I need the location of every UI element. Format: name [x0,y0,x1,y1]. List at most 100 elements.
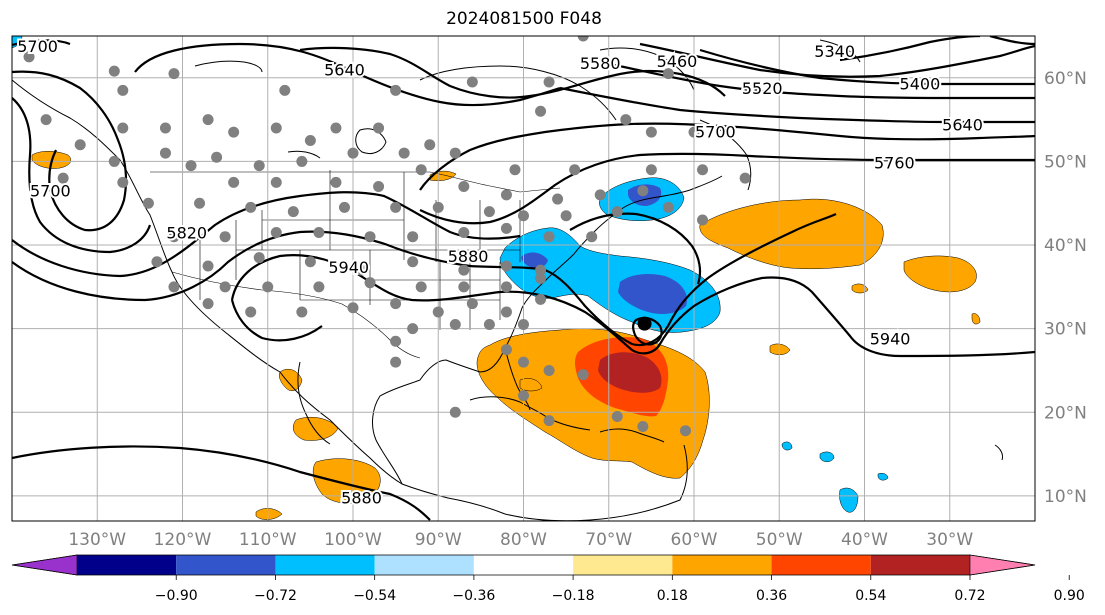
colorbar-tick-label: −0.72 [254,588,297,604]
lon-label: 70°W [585,530,632,550]
contour-5760-loop [569,212,702,285]
station-dot [254,22,265,33]
anomaly-fill-strong-positive [598,352,662,393]
contour-5580 [299,46,726,99]
lon-label: 50°W [756,530,803,550]
station-dot [458,227,470,239]
station-dot [535,264,547,276]
station-dot [117,84,129,96]
lat-label: 10°N [1044,487,1087,507]
contour-label: 5760 [874,153,915,172]
lon-label: 110°W [239,530,297,550]
station-dot [509,164,521,176]
station-dot [535,293,547,305]
anomaly-fill-positive [293,417,339,441]
contour-label: 5460 [657,52,698,71]
station-dot [432,201,444,213]
anomaly-fill-moderate-negative [618,274,688,314]
station-dot [637,421,649,433]
contour-5880-south [12,445,431,521]
station-dot [407,323,419,335]
anomaly-fill-positive [903,255,977,293]
station-dot [202,260,214,272]
station-dot [483,318,495,330]
station-markers [23,22,751,437]
colorbar-segment [275,555,375,575]
contour-5940-center-loop [632,316,663,346]
station-dot [142,197,154,209]
station-dot [466,298,478,310]
station-dot [543,364,555,376]
longitude-labels: 130°W 120°W 110°W 100°W 90°W 80°W 70°W 60°W 50°W… [68,530,973,550]
station-dot [500,281,512,293]
station-dot [117,122,129,134]
station-dot [586,231,598,243]
station-dot [74,139,86,151]
station-dot [432,306,444,318]
contour-5700-west [12,39,128,232]
station-dot [611,410,623,422]
station-dot [407,231,419,243]
station-dot [270,227,282,239]
station-dot [168,231,180,243]
colorbar-segment [672,555,772,575]
station-dot [543,415,555,427]
station-dot [518,318,529,330]
station-dot [500,222,512,234]
station-dot [535,273,547,284]
station-dot [202,298,214,310]
station-dot [262,281,274,293]
lon-label: 120°W [154,530,212,550]
lon-label: 100°W [324,530,382,550]
station-dot [365,22,376,33]
colorbar-tick-label: 0.90 [1054,588,1085,604]
colorbar-segment [77,555,177,575]
station-dot [313,281,325,293]
anomaly-fill-negative [781,441,793,451]
station-dot [108,155,120,167]
anomaly-fill-positive [769,343,791,355]
station-dot [611,206,623,218]
anomaly-fill-negative [839,487,859,513]
station-dot [697,214,709,226]
station-dot [287,206,299,218]
station-dot [151,256,163,268]
station-dot [356,264,368,276]
station-dot [390,335,402,347]
station-dot [449,147,461,159]
station-dot [347,147,359,159]
station-dot [296,155,308,167]
lon-label: 130°W [68,530,126,550]
station-dot [245,306,257,318]
anomaly-fill-positive [971,313,981,325]
station-dot [330,176,342,188]
contour-5640-north [134,42,561,107]
station-dot [330,122,342,134]
station-dot [645,164,657,176]
station-dot [483,206,495,218]
station-dot [543,76,555,88]
station-dot [594,189,606,201]
colorbar-segment [870,555,970,575]
station-dot [500,189,512,201]
station-dot [518,390,529,402]
station-dot [228,176,240,188]
station-dot [415,164,427,176]
anomaly-fill-positive [312,458,381,504]
station-dot [390,356,402,368]
station-dot [569,164,581,176]
contour-label: 5820 [166,224,207,243]
contour-label: 5580 [580,54,621,73]
lat-label: 40°N [1044,236,1087,256]
contour-5460 [639,42,1035,78]
station-dot [679,425,691,437]
lon-label: 30°W [926,530,973,550]
contour-5340 [839,36,1035,62]
station-dot [23,51,35,63]
station-dot [662,68,674,80]
station-dot [518,356,529,368]
height-contours [12,36,1035,521]
station-dot [518,210,529,222]
station-dot [270,176,282,188]
